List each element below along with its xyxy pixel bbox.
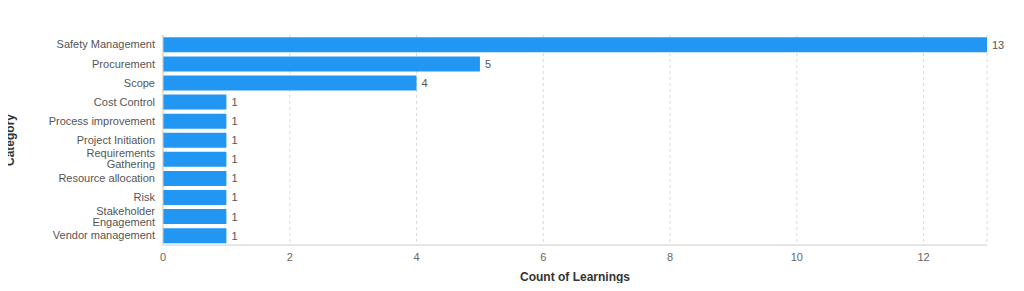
svg-text:Procurement: Procurement bbox=[92, 58, 155, 70]
svg-text:Resource allocation: Resource allocation bbox=[58, 172, 155, 184]
svg-text:1: 1 bbox=[231, 96, 237, 108]
svg-text:1: 1 bbox=[231, 115, 237, 127]
svg-text:1: 1 bbox=[231, 134, 237, 146]
svg-text:0: 0 bbox=[160, 251, 166, 263]
svg-text:8: 8 bbox=[667, 251, 673, 263]
svg-text:Safety Management: Safety Management bbox=[57, 38, 155, 50]
svg-text:StakeholderEngagement: StakeholderEngagement bbox=[93, 205, 156, 228]
svg-text:Cost Control: Cost Control bbox=[94, 96, 155, 108]
svg-text:10: 10 bbox=[791, 251, 803, 263]
svg-text:2: 2 bbox=[287, 251, 293, 263]
svg-text:4: 4 bbox=[413, 251, 419, 263]
svg-text:1: 1 bbox=[231, 230, 237, 242]
svg-text:1: 1 bbox=[231, 172, 237, 184]
svg-text:1: 1 bbox=[231, 153, 237, 165]
svg-text:12: 12 bbox=[917, 251, 929, 263]
svg-text:Count of Learnings: Count of Learnings bbox=[520, 270, 630, 283]
svg-text:1: 1 bbox=[231, 191, 237, 203]
svg-text:Risk: Risk bbox=[134, 191, 156, 203]
svg-text:Process improvement: Process improvement bbox=[49, 115, 155, 127]
svg-text:Category: Category bbox=[8, 114, 17, 166]
svg-text:Vendor management: Vendor management bbox=[53, 229, 155, 241]
svg-text:Scope: Scope bbox=[124, 77, 155, 89]
svg-text:6: 6 bbox=[540, 251, 546, 263]
svg-text:Project Initiation: Project Initiation bbox=[77, 134, 155, 146]
svg-text:4: 4 bbox=[422, 77, 428, 89]
svg-text:1: 1 bbox=[231, 211, 237, 223]
svg-text:5: 5 bbox=[485, 58, 491, 70]
svg-text:RequirementsGathering: RequirementsGathering bbox=[87, 147, 156, 170]
svg-text:13: 13 bbox=[992, 39, 1004, 51]
